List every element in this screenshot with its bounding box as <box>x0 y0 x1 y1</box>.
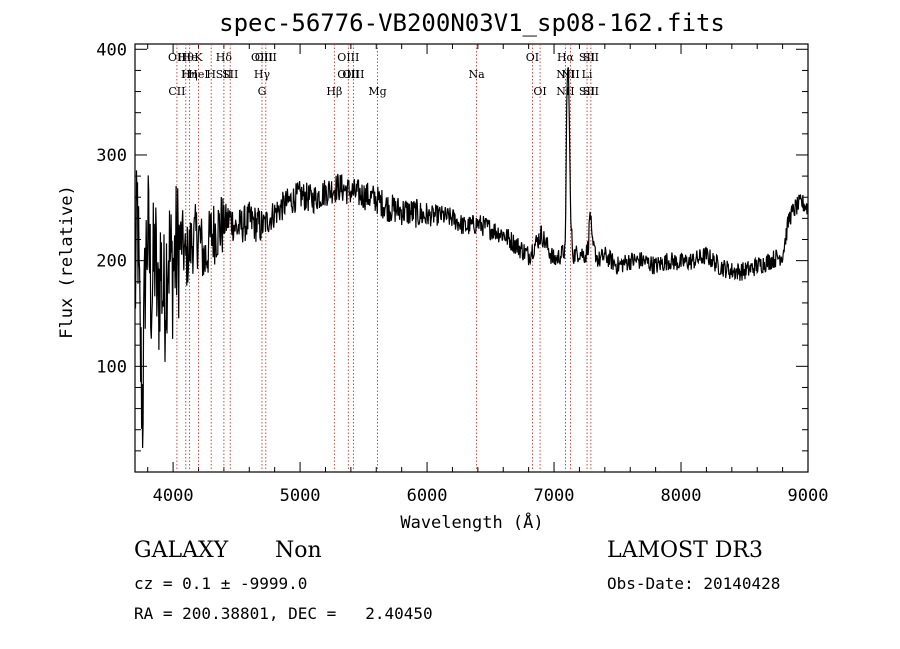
line-label: OI <box>533 85 546 98</box>
coordinates: RA = 200.38801, DEC = 2.40450 <box>134 604 433 623</box>
redshift-readout: cz = 0.1 ± -9999.0 <box>134 574 308 593</box>
line-label: Hη <box>182 68 198 81</box>
line-label: H <box>181 68 191 81</box>
line-label: NII <box>556 68 574 81</box>
line-label: K <box>194 51 203 64</box>
line-label: OII <box>168 51 186 64</box>
y-axis-label: Flux (relative) <box>57 185 77 339</box>
line-label: Hγ <box>254 68 271 81</box>
chart-title: spec-56776-VB200N03V1_sp08-162.fits <box>219 9 725 37</box>
observation-date: Obs-Date: 20140428 <box>607 574 781 593</box>
line-label: G <box>258 85 267 98</box>
line-label: SII <box>216 68 232 81</box>
x-tick-label: 8000 <box>661 486 702 506</box>
survey-name: LAMOST DR3 <box>607 538 763 563</box>
line-label: NII <box>561 68 579 81</box>
x-tick-label: 4000 <box>153 486 194 506</box>
x-tick-label: 6000 <box>407 486 448 506</box>
line-label: OIII <box>337 68 359 81</box>
line-label: SII <box>579 85 595 98</box>
line-label: H <box>206 68 216 81</box>
line-label: Hβ <box>326 85 342 98</box>
line-label: Hα <box>557 51 575 64</box>
line-label: He <box>182 51 198 64</box>
line-label: OIII <box>251 51 273 64</box>
line-label: Hδ <box>216 51 233 64</box>
object-subclass: Non <box>275 538 322 563</box>
x-tick-label: 9000 <box>788 486 829 506</box>
x-tick-label: 7000 <box>534 486 575 506</box>
line-label: OIII <box>337 51 359 64</box>
line-label: Li <box>582 68 593 81</box>
line-label: SII <box>583 51 599 64</box>
object-class: GALAXY <box>134 538 229 563</box>
line-label: SII <box>583 85 599 98</box>
line-label: Hθ <box>178 51 195 64</box>
x-axis-label: Wavelength (Å) <box>400 511 543 533</box>
x-tick-label: 5000 <box>280 486 321 506</box>
line-label: OI <box>526 51 539 64</box>
line-label: CII <box>168 85 185 98</box>
line-label: HeI <box>188 68 208 81</box>
flux-series-line <box>134 67 809 449</box>
line-label: SII <box>579 51 595 64</box>
line-label: Na <box>468 68 485 81</box>
plot-frame <box>134 43 809 473</box>
line-label: NII <box>556 85 574 98</box>
line-label: OIII <box>255 51 277 64</box>
line-label: SII <box>222 68 238 81</box>
line-label: OIII <box>342 68 364 81</box>
y-tick-label: 300 <box>96 146 127 166</box>
y-tick-label: 200 <box>96 252 127 272</box>
y-tick-label: 400 <box>96 40 127 60</box>
y-tick-label: 100 <box>96 357 127 377</box>
line-label: Mg <box>368 85 386 98</box>
